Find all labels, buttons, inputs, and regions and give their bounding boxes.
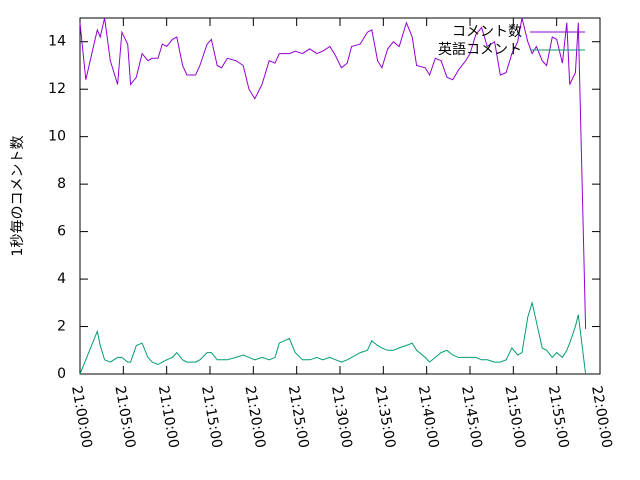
x-tick-label: 21:55:00 (545, 385, 572, 450)
x-tick-label: 21:50:00 (501, 385, 528, 450)
x-tick-label: 21:35:00 (371, 385, 398, 450)
plot-border (79, 17, 601, 375)
legend-label: 英語コメント (438, 41, 522, 58)
data-line (79, 17, 587, 329)
y-tick-label: 0 (57, 366, 66, 382)
x-tick-label: 21:00:00 (68, 385, 95, 450)
x-tick-label: 21:10:00 (155, 385, 182, 450)
x-tick-label: 21:15:00 (198, 385, 225, 450)
legend-label: コメント数 (452, 24, 522, 40)
x-tick-label: 21:40:00 (415, 385, 442, 450)
y-tick-label: 10 (48, 129, 66, 145)
data-line (79, 300, 587, 375)
y-tick-label: 6 (57, 224, 66, 240)
x-tick-label: 21:20:00 (241, 385, 268, 450)
y-axis-label: 1秒毎のコメント数 (10, 136, 26, 257)
x-tick-label: 21:30:00 (328, 385, 355, 450)
y-tick-label: 8 (57, 176, 66, 192)
x-tick-label: 21:05:00 (111, 385, 138, 450)
x-tick-label: 21:25:00 (285, 385, 312, 450)
y-tick-label: 4 (57, 271, 66, 287)
x-tick-label: 21:45:00 (458, 385, 485, 450)
y-tick-label: 14 (48, 34, 66, 50)
y-tick-label: 12 (48, 81, 66, 97)
y-tick-label: 2 (57, 319, 66, 335)
x-tick-label: 22:00:00 (588, 385, 615, 450)
